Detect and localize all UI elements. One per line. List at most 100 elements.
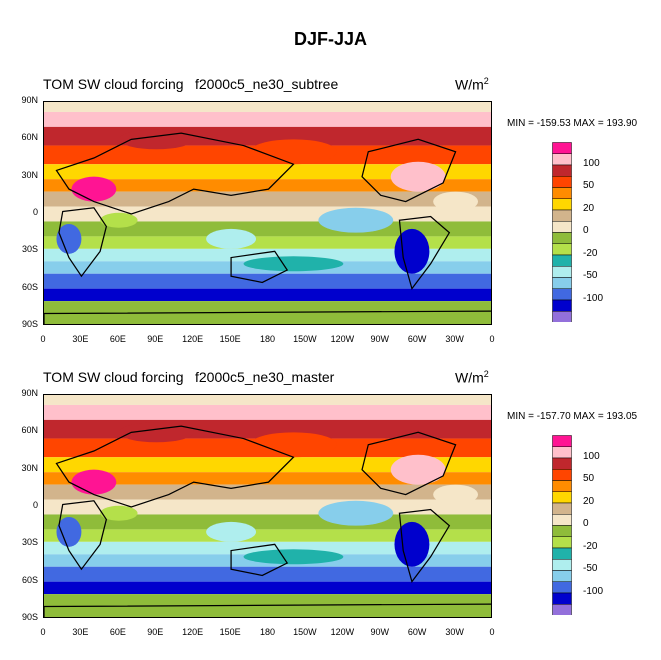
- panel-left-title: TOM SW cloud forcing: [43, 369, 184, 385]
- map-band: [44, 273, 491, 289]
- colorbar-swatch: [552, 254, 572, 267]
- x-tick-label: 150E: [219, 334, 241, 344]
- map-contour: [206, 521, 257, 542]
- colorbar-label: 0: [583, 225, 589, 236]
- colorbar-swatch: [552, 446, 572, 459]
- map-band: [44, 395, 491, 405]
- map-band: [44, 288, 491, 302]
- colorbar-swatch: [552, 299, 572, 312]
- colorbar-swatch: [552, 311, 572, 323]
- map-svg: [44, 102, 491, 324]
- colorbar-svg: [552, 142, 572, 323]
- colorbar-label: -20: [583, 540, 598, 552]
- colorbar: [552, 435, 572, 616]
- colorbar: [552, 142, 572, 323]
- colorbar-label: 100: [583, 450, 600, 462]
- map-band: [44, 404, 491, 420]
- colorbar-swatch: [552, 604, 572, 616]
- coastline: [44, 310, 491, 324]
- coastline: [58, 500, 108, 571]
- map-contour: [56, 223, 82, 254]
- y-tick-label: 0: [32, 500, 38, 510]
- map-contour: [243, 549, 344, 565]
- x-tick-label: 90E: [147, 334, 164, 344]
- units-sup: 2: [483, 369, 489, 379]
- coastline: [230, 543, 289, 577]
- colorbar-swatch: [552, 277, 572, 289]
- colorbar-swatch: [552, 592, 572, 605]
- y-tick-label: 0: [32, 207, 38, 217]
- map-contour: [318, 500, 394, 526]
- colorbar-swatch: [552, 525, 572, 537]
- colorbar-swatch: [552, 581, 572, 594]
- map-band: [44, 484, 491, 500]
- colorbar-swatch: [552, 198, 572, 211]
- colorbar-swatch: [552, 435, 572, 447]
- x-tick-label: 150E: [219, 627, 241, 637]
- x-tick-label: 180: [259, 627, 276, 637]
- min-max-text: MIN = -159.53 MAX = 193.90: [507, 118, 638, 129]
- x-tick-label: 0: [40, 627, 46, 637]
- colorbar-label: 100: [583, 157, 600, 169]
- colorbar-swatch: [552, 491, 572, 504]
- x-tick-label: 30E: [72, 627, 89, 637]
- colorbar-swatch: [552, 243, 572, 256]
- map-band: [44, 566, 491, 582]
- x-tick-label: 0: [489, 627, 495, 637]
- map-contour: [390, 161, 446, 192]
- map-contour: [394, 228, 430, 274]
- panel-center-title: f2000c5_ne30_master: [195, 369, 335, 385]
- y-tick-label: 90N: [21, 388, 38, 398]
- map-plot: [43, 101, 492, 325]
- colorbar-label: 50: [583, 473, 595, 484]
- map-contour: [206, 228, 257, 249]
- map-band: [44, 164, 491, 180]
- colorbar-label: 0: [583, 518, 589, 529]
- y-tick-label: 90S: [21, 319, 38, 329]
- coastline: [398, 215, 451, 291]
- units-text: W/m: [455, 369, 484, 386]
- y-tick-label: 30N: [21, 462, 38, 473]
- colorbar-swatch: [552, 457, 572, 470]
- map-contour: [243, 256, 344, 272]
- map-band: [44, 102, 491, 112]
- colorbar-swatch: [552, 536, 572, 549]
- map-contour: [56, 516, 82, 547]
- units-sup: 2: [483, 76, 489, 86]
- y-tick-label: 90S: [21, 612, 38, 622]
- x-tick-label: 0: [40, 334, 46, 344]
- figure-title: DJF-JJA: [293, 29, 368, 49]
- colorbar-swatch: [552, 221, 572, 233]
- x-tick-label: 60E: [109, 334, 126, 344]
- panel-subtree: TOM SW cloud forcing f2000c5_ne30_subtre…: [0, 70, 661, 350]
- panel-units: W/m2: [455, 76, 489, 93]
- colorbar-swatch: [552, 176, 572, 188]
- x-tick-label: 30W: [445, 334, 464, 344]
- min-max-text: MIN = -157.70 MAX = 193.05: [507, 411, 638, 422]
- colorbar-label: 20: [583, 202, 595, 214]
- map-contour: [71, 176, 117, 202]
- map-contour: [394, 521, 430, 567]
- map-band: [44, 248, 491, 262]
- colorbar-label: -50: [583, 270, 598, 281]
- colorbar-label: 50: [583, 180, 595, 191]
- map-band: [44, 529, 491, 542]
- x-tick-label: 60W: [407, 334, 427, 344]
- colorbar-svg: [552, 435, 572, 616]
- x-tick-label: 150W: [293, 334, 317, 344]
- map-band: [44, 236, 491, 249]
- x-tick-label: 150W: [293, 627, 317, 637]
- coastline: [55, 425, 295, 508]
- map-band: [44, 457, 491, 473]
- coastline: [58, 207, 108, 278]
- map-contour: [100, 212, 138, 228]
- colorbar-swatch: [552, 266, 572, 278]
- colorbar-swatch: [552, 142, 572, 154]
- coastline: [361, 431, 457, 496]
- colorbar-swatch: [552, 559, 572, 571]
- colorbar-swatch: [552, 232, 572, 244]
- map-contour: [390, 454, 446, 485]
- colorbar-swatch: [552, 502, 572, 515]
- x-tick-label: 30E: [72, 334, 89, 344]
- colorbar-label: -20: [583, 247, 598, 259]
